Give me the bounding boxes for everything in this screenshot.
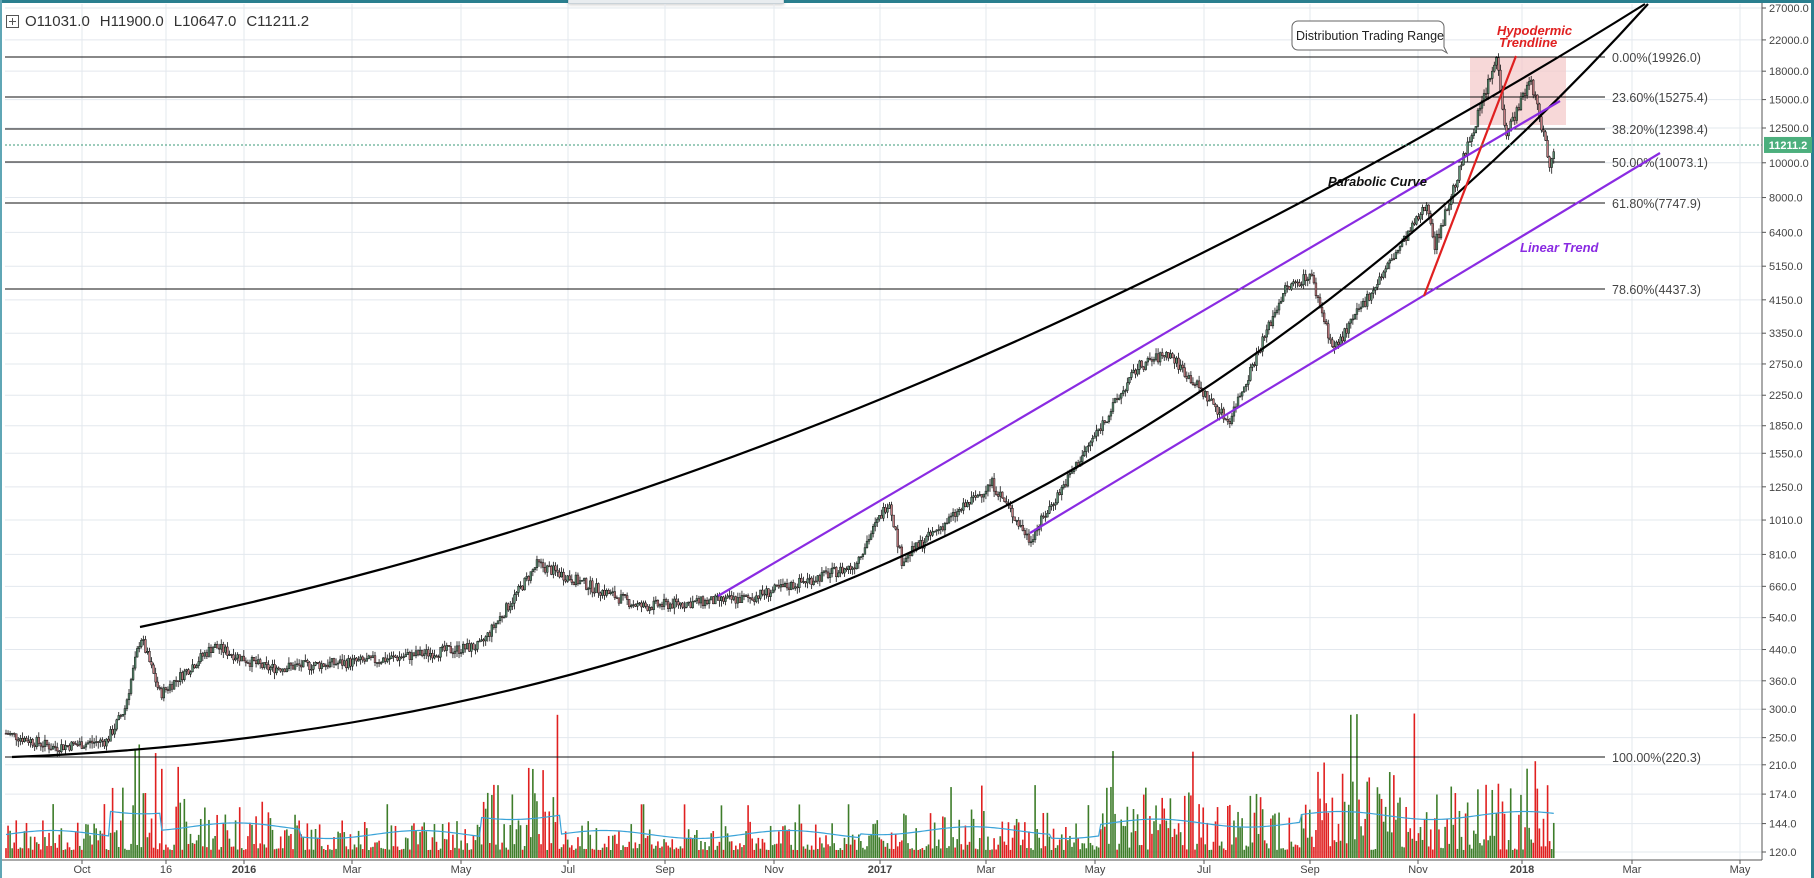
trend-drawings[interactable] bbox=[11, 3, 1661, 759]
svg-text:Trendline: Trendline bbox=[1499, 35, 1557, 50]
y-tick-label: 1010.0 bbox=[1769, 515, 1803, 527]
annotation-labels[interactable]: Distribution Trading Range HypodermicTren… bbox=[1291, 20, 1600, 255]
y-tick-label: 3350.0 bbox=[1769, 328, 1803, 340]
y-tick-label: 210.0 bbox=[1769, 760, 1797, 772]
chart-frame-left bbox=[0, 0, 2, 878]
y-tick-label: 440.0 bbox=[1769, 645, 1797, 657]
y-tick-label: 1250.0 bbox=[1769, 482, 1803, 494]
x-tick-label: May bbox=[1730, 864, 1751, 876]
svg-text:11211.2: 11211.2 bbox=[1769, 140, 1808, 152]
svg-text:Distribution Trading Range: Distribution Trading Range bbox=[1296, 29, 1444, 43]
y-tick-label: 660.0 bbox=[1769, 581, 1797, 593]
chart-frame-top bbox=[0, 0, 1814, 3]
y-tick-label: 1550.0 bbox=[1769, 448, 1803, 460]
svg-text:Parabolic Curve: Parabolic Curve bbox=[1328, 174, 1427, 189]
y-tick-label: 300.0 bbox=[1769, 704, 1797, 716]
y-tick-label: 174.0 bbox=[1769, 789, 1797, 801]
x-tick-label: Jul bbox=[561, 864, 575, 876]
y-tick-label: 2750.0 bbox=[1769, 359, 1803, 371]
x-tick-label: Jul bbox=[1197, 864, 1211, 876]
candlesticks bbox=[4, 53, 1555, 757]
fib-level-label: 50.00%(10073.1) bbox=[1612, 156, 1708, 170]
y-tick-label: 27000.0 bbox=[1769, 3, 1809, 15]
y-tick-label: 8000.0 bbox=[1769, 193, 1803, 205]
fib-level-label: 61.80%(7747.9) bbox=[1612, 197, 1701, 211]
linear-trend-upper[interactable] bbox=[717, 100, 1561, 597]
fib-level-label: 100.00%(220.3) bbox=[1612, 751, 1701, 765]
grid-lines bbox=[5, 4, 1762, 860]
toolbar-tab[interactable] bbox=[568, 0, 784, 4]
y-tick-label: 360.0 bbox=[1769, 676, 1797, 688]
x-tick-label: Mar bbox=[1623, 864, 1642, 876]
chart-frame-right bbox=[1811, 0, 1814, 878]
fib-level-label: 38.20%(12398.4) bbox=[1612, 123, 1708, 137]
y-tick-label: 1850.0 bbox=[1769, 421, 1803, 433]
y-tick-label: 10000.0 bbox=[1769, 158, 1809, 170]
axes: 27000.0 22000.0 18000.0 15000.0 12500.0 10000… bbox=[2, 3, 1812, 876]
close-value: C11211.2 bbox=[246, 13, 310, 30]
y-tick-label: 5150.0 bbox=[1769, 261, 1803, 273]
ohlc-legend: O11031.0 H11900.0 L10647.0 C11211.2 bbox=[6, 13, 309, 30]
y-tick-label: 18000.0 bbox=[1769, 66, 1809, 78]
x-tick-label: 2018 bbox=[1510, 864, 1534, 876]
volume-moving-average bbox=[5, 810, 1554, 840]
x-tick-label: Mar bbox=[343, 864, 362, 876]
linear-trend-lower[interactable] bbox=[1029, 152, 1661, 534]
volume-bars bbox=[5, 713, 1555, 858]
x-tick-label: Sep bbox=[1300, 864, 1320, 876]
fib-level-label: 23.60%(15275.4) bbox=[1612, 91, 1708, 105]
distribution-range-callout[interactable] bbox=[1291, 20, 1449, 55]
svg-text:Linear Trend: Linear Trend bbox=[1520, 240, 1600, 255]
expand-icon[interactable] bbox=[6, 15, 19, 28]
parabolic-curve-lower[interactable] bbox=[11, 3, 1649, 759]
x-tick-label: Mar bbox=[977, 864, 996, 876]
x-tick-label: May bbox=[1085, 864, 1106, 876]
y-tick-label: 120.0 bbox=[1769, 847, 1797, 859]
fibonacci-retracement[interactable]: 0.00%(19926.0) 23.60%(15275.4) 38.20%(1239… bbox=[5, 51, 1708, 765]
hypodermic-trendline[interactable] bbox=[1422, 55, 1518, 297]
fib-level-label: 0.00%(19926.0) bbox=[1612, 51, 1701, 65]
x-tick-label: 2017 bbox=[868, 864, 892, 876]
parabolic-curve-upper[interactable] bbox=[139, 3, 1646, 629]
high-value: H11900.0 bbox=[99, 13, 164, 30]
y-tick-label: 250.0 bbox=[1769, 733, 1797, 745]
low-value: L10647.0 bbox=[173, 13, 237, 30]
svg-text:Hypodermic: Hypodermic bbox=[1497, 23, 1573, 38]
y-tick-label: 22000.0 bbox=[1769, 35, 1809, 47]
x-tick-label: May bbox=[451, 864, 472, 876]
y-tick-label: 15000.0 bbox=[1769, 95, 1809, 107]
x-tick-label: Nov bbox=[1408, 864, 1428, 876]
y-tick-label: 810.0 bbox=[1769, 549, 1797, 561]
x-tick-label: 16 bbox=[160, 864, 172, 876]
x-tick-label: Nov bbox=[764, 864, 784, 876]
open-value: O11031.0 bbox=[25, 13, 90, 30]
y-tick-label: 4150.0 bbox=[1769, 295, 1803, 307]
x-tick-label: Sep bbox=[655, 864, 675, 876]
y-tick-label: 540.0 bbox=[1769, 613, 1797, 625]
y-tick-label: 2250.0 bbox=[1769, 390, 1803, 402]
current-price-badge bbox=[1764, 136, 1812, 153]
fib-level-label: 78.60%(4437.3) bbox=[1612, 283, 1701, 297]
x-tick-label: 2016 bbox=[232, 864, 256, 876]
x-tick-label: Oct bbox=[73, 864, 90, 876]
y-tick-label: 144.0 bbox=[1769, 819, 1797, 831]
y-tick-label: 6400.0 bbox=[1769, 227, 1803, 239]
y-tick-label: 12500.0 bbox=[1769, 123, 1809, 135]
